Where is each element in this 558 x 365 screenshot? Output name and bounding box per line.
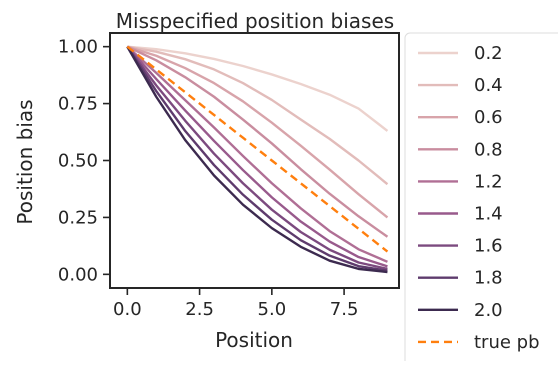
x-tick-label: 7.5: [330, 299, 359, 320]
y-axis-label: Position bias: [13, 99, 37, 224]
legend-label: 1.8: [474, 268, 503, 289]
series-lines: [126, 45, 389, 274]
y-tick-label: 1.00: [58, 37, 98, 58]
series-line: [126, 45, 389, 238]
x-tick-label: 2.5: [185, 299, 214, 320]
legend-label: 0.2: [474, 43, 503, 64]
y-tick-label: 0.00: [58, 264, 98, 285]
y-tick-label: 0.75: [58, 94, 98, 115]
series-line: [126, 45, 388, 271]
x-tick-label: 0.0: [113, 299, 142, 320]
legend-label: 0.8: [474, 139, 503, 160]
x-axis-ticks: 0.0 2.5 5.0 7.5: [113, 288, 358, 320]
y-axis-ticks: 0.00 0.25 0.50 0.75 1.00: [58, 37, 110, 285]
series-line: [126, 45, 389, 219]
series-line: [126, 46, 388, 272]
legend-label: 1.2: [474, 171, 503, 192]
y-tick-label: 0.50: [58, 151, 98, 172]
legend-items: 0.2 0.4 0.6 0.8 1.2 1.4 1.6 1.8 2.0 true pb: [418, 43, 540, 353]
legend-label: 2.0: [474, 300, 503, 321]
series-line: [127, 45, 389, 132]
legend-label: 1.6: [474, 236, 503, 257]
legend-label: true pb: [474, 332, 540, 353]
x-tick-label: 5.0: [258, 299, 287, 320]
legend-label: 0.6: [474, 107, 503, 128]
legend-label: 0.4: [474, 75, 503, 96]
series-line: [126, 45, 389, 253]
x-axis-label: Position: [215, 328, 293, 352]
legend: 0.2 0.4 0.6 0.8 1.2 1.4 1.6 1.8 2.0 true pb: [404, 32, 558, 365]
chart-title: Misspecified position biases: [116, 9, 394, 33]
legend-label: 1.4: [474, 204, 503, 225]
series-line: [127, 45, 389, 186]
series-line: [126, 45, 388, 263]
y-tick-label: 0.25: [58, 207, 98, 228]
series-line: [126, 46, 388, 274]
series-line: [126, 45, 388, 268]
